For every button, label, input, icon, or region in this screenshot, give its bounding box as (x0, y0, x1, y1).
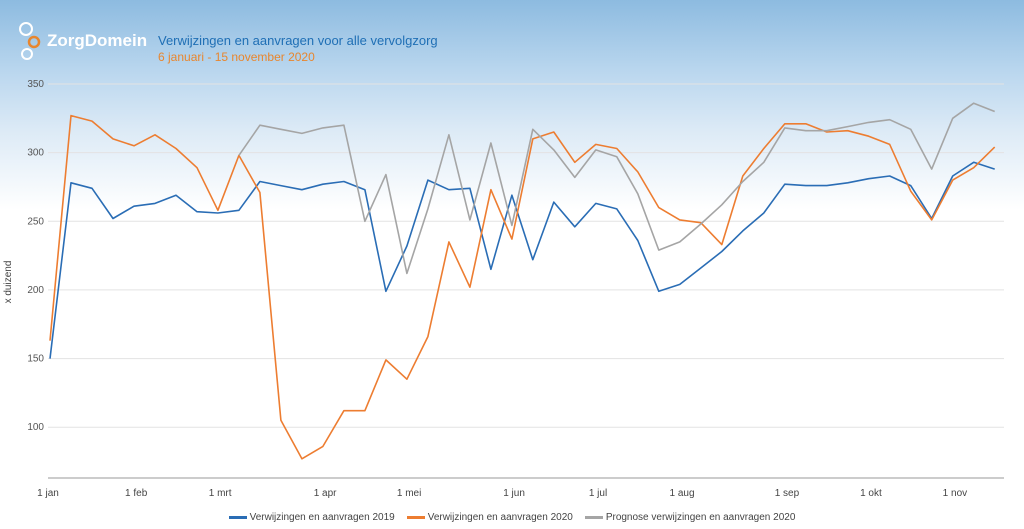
y-axis-label: x duizend (3, 261, 14, 304)
x-tick-label: 1 mrt (209, 488, 232, 499)
series-line-2 (238, 102, 995, 275)
y-tick-label: 150 (27, 354, 44, 365)
legend-label: Prognose verwijzingen en aanvragen 2020 (605, 512, 796, 523)
chart-title: Verwijzingen en aanvragen voor alle verv… (158, 33, 438, 48)
x-tick-label: 1 apr (314, 488, 337, 499)
y-tick-label: 300 (27, 148, 44, 159)
zorgdomein-logo: ZorgDomein (18, 22, 148, 62)
logo-text: ZorgDomein (47, 31, 148, 50)
legend-label: Verwijzingen en aanvragen 2020 (427, 512, 573, 523)
legend-item[interactable]: Prognose verwijzingen en aanvragen 2020 (584, 512, 796, 523)
x-tick-label: 1 mei (397, 488, 421, 499)
x-tick-label: 1 sep (775, 488, 800, 499)
legend-swatch (406, 516, 425, 519)
x-tick-label: 1 jan (37, 488, 59, 499)
y-tick-label: 100 (27, 422, 44, 433)
chart-subtitle: 6 januari - 15 november 2020 (158, 50, 315, 64)
y-tick-label: 350 (27, 79, 44, 90)
legend-item[interactable]: Verwijzingen en aanvragen 2020 (406, 512, 573, 523)
x-tick-label: 1 jul (589, 488, 607, 499)
series-line-0 (49, 161, 995, 359)
logo-circles-icon (19, 22, 41, 60)
y-tick-label: 250 (27, 216, 44, 227)
legend-label: Verwijzingen en aanvragen 2019 (249, 512, 395, 523)
legend-swatch (228, 516, 247, 519)
legend-item[interactable]: Verwijzingen en aanvragen 2019 (228, 512, 395, 523)
x-tick-label: 1 jun (503, 488, 525, 499)
x-tick-label: 1 feb (125, 488, 148, 499)
legend-swatch (584, 516, 603, 519)
chart-legend: Verwijzingen en aanvragen 2019 Verwijzing… (0, 512, 1024, 523)
x-tick-label: 1 aug (669, 488, 694, 499)
x-tick-label: 1 okt (860, 488, 882, 499)
y-tick-label: 200 (27, 285, 44, 296)
x-tick-label: 1 nov (943, 488, 967, 499)
series-line-1 (49, 114, 996, 460)
